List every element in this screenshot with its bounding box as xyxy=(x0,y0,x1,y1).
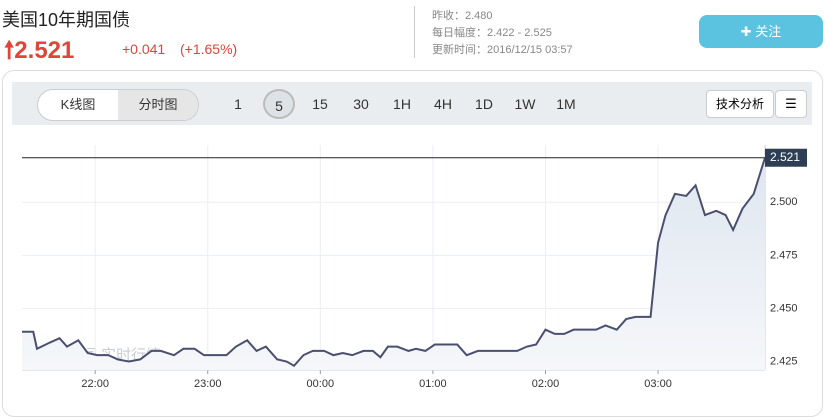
y-tick-label: 2.500 xyxy=(770,196,798,208)
x-tick-label: 01:00 xyxy=(419,378,447,390)
menu-button[interactable]: ☰ xyxy=(775,90,807,118)
analysis-button[interactable]: 技术分析 xyxy=(706,90,774,118)
x-tick-label: 03:00 xyxy=(644,378,672,390)
interval-button[interactable]: 1M xyxy=(556,96,576,112)
y-tick-label: 2.450 xyxy=(770,302,798,314)
interval-button[interactable]: 5 xyxy=(263,89,295,119)
area xyxy=(22,157,765,370)
interval-button[interactable]: 1H xyxy=(393,96,411,112)
interval-button[interactable]: 1 xyxy=(234,96,242,112)
price: 🠕2.521 xyxy=(4,33,74,74)
price-line xyxy=(22,157,766,368)
divider xyxy=(414,6,415,58)
x-tick-label: 00:00 xyxy=(307,378,335,390)
follow-button[interactable]: ✚ 关注 xyxy=(699,15,823,48)
kline-tab[interactable]: K线图 xyxy=(60,97,96,112)
interval-button[interactable]: 1W xyxy=(514,96,536,112)
interval-button[interactable]: 30 xyxy=(353,96,369,112)
chart-type-toggle: K线图 分时图 xyxy=(37,89,199,121)
x-tick-label: 23:00 xyxy=(194,378,222,390)
prev-close: 昨收：2.480 xyxy=(432,10,493,22)
last-price-label: 2.521 xyxy=(770,150,800,164)
price-value: 2.521 xyxy=(14,37,75,64)
title: 美国10年期国债 xyxy=(2,10,131,30)
plus-icon: ✚ xyxy=(740,24,756,39)
interval-button[interactable]: 4H xyxy=(434,96,452,112)
interval-button[interactable]: 15 xyxy=(312,96,328,112)
follow-label: 关注 xyxy=(755,24,782,39)
timeshare-tab[interactable]: 分时图 xyxy=(118,90,198,120)
x-tick-label: 02:00 xyxy=(532,378,560,390)
arrow: 🠕 xyxy=(4,37,15,64)
change-pct: (+1.65%) xyxy=(180,41,238,57)
change: +0.041 xyxy=(122,41,166,57)
y-tick-label: 2.475 xyxy=(770,249,798,261)
interval-button[interactable]: 1D xyxy=(475,96,493,112)
x-tick-label: 22:00 xyxy=(81,378,109,390)
last-price-box xyxy=(765,148,807,167)
y-tick-label: 2.425 xyxy=(770,355,798,367)
daily-range: 每日幅度：2.422 - 2.525 xyxy=(432,27,552,39)
updated: 更新时间：2016/12/15 03:57 xyxy=(432,44,573,56)
